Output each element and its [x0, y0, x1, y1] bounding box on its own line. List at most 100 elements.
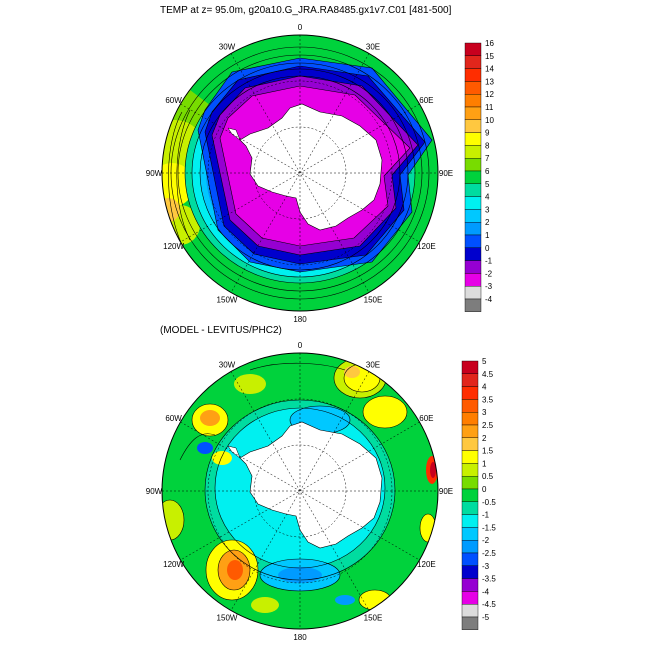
bottom-colorbar-cell — [461, 552, 479, 567]
top-colorbar-cell — [464, 68, 482, 82]
bottom-colorbar-cell — [461, 386, 479, 400]
bottom-colorbar-label: -2 — [482, 536, 490, 545]
bottom-colorbar-cell — [461, 578, 479, 592]
top-lon-label: 150E — [364, 295, 383, 304]
bottom-colorbar-label: 0.5 — [482, 472, 494, 481]
antarctica-top — [239, 103, 383, 231]
bottom-colorbar-cell — [461, 604, 479, 618]
bottom-colorbar-label: 3 — [482, 408, 487, 417]
bottom-colorbar-label: 5 — [482, 357, 487, 366]
bottom-longitude-labels: 0 30E 60E 90E 120E 150E 180 150W 120W 90W 60W 30W — [146, 341, 453, 642]
bottom-lon-label: 90E — [439, 487, 453, 496]
top-lon-label: 60W — [165, 96, 182, 105]
top-colorbar-cell — [464, 234, 482, 249]
bottom-colorbar-label: 0 — [482, 485, 487, 494]
top-colorbar-label: 14 — [485, 65, 494, 74]
top-colorbar-label: -4 — [485, 295, 493, 304]
bottom-lon-label: 120E — [417, 560, 436, 569]
bottom-lon-label: 90W — [146, 487, 163, 496]
bottom-colorbar: 5 4.5 4 3.5 3 2.5 2 1.5 1 0.5 0 -0.5 -1 -1.5 -2 -2.5 -3 -… — [461, 357, 496, 631]
top-colorbar-label: 10 — [485, 116, 494, 125]
top-longitude-labels: 0 30E 60E 90E 120E 150E 180 150W 120W 90W 60W 30W — [146, 23, 453, 324]
top-colorbar-label: 13 — [485, 77, 494, 86]
bottom-colorbar-cell — [461, 514, 479, 528]
top-lon-label: 120W — [163, 242, 184, 251]
bottom-colorbar-cell — [461, 424, 479, 439]
bottom-colorbar-cell — [461, 373, 479, 387]
top-lon-label: 0 — [298, 23, 303, 32]
bottom-colorbar-label: -1.5 — [482, 523, 496, 532]
top-colorbar-label: 1 — [485, 231, 490, 240]
top-colorbar-cell — [464, 157, 482, 172]
top-map-title: TEMP at z= 95.0m, g20a10.G_JRA.RA8485.gx… — [160, 5, 452, 16]
bottom-colorbar-label: 1 — [482, 459, 487, 468]
bottom-colorbar-label: -4.5 — [482, 600, 496, 609]
bottom-colorbar-label: 2 — [482, 434, 487, 443]
top-lon-label: 120E — [417, 242, 436, 251]
top-colorbar-cell — [464, 145, 482, 159]
top-temperature-map — [161, 34, 439, 312]
bottom-colorbar-label: 2.5 — [482, 421, 494, 430]
top-colorbar-label: 12 — [485, 90, 494, 99]
bottom-colorbar-label: -0.5 — [482, 498, 496, 507]
top-lon-label: 150W — [217, 295, 238, 304]
top-colorbar-label: 7 — [485, 154, 490, 163]
bottom-lon-label: 30W — [219, 361, 236, 370]
top-colorbar-cell — [464, 132, 482, 146]
top-colorbar-cell — [464, 209, 482, 223]
top-lon-label: 90W — [146, 169, 163, 178]
top-colorbar-label: 9 — [485, 129, 490, 138]
top-colorbar-label: 0 — [485, 244, 490, 253]
bottom-difference-map — [161, 352, 439, 630]
bottom-map-title: (MODEL - LEVITUS/PHC2) — [160, 325, 282, 336]
bottom-colorbar-label: -5 — [482, 613, 490, 622]
top-colorbar-label: 4 — [485, 193, 490, 202]
top-colorbar-cell — [464, 42, 482, 57]
bottom-colorbar-cell — [461, 412, 479, 426]
bottom-colorbar-cell — [461, 476, 479, 490]
bottom-colorbar-label: -3 — [482, 562, 490, 571]
top-colorbar-cell — [464, 81, 482, 95]
top-colorbar-cell — [464, 93, 482, 108]
bottom-lon-label: 150E — [364, 613, 383, 622]
top-colorbar-label: 15 — [485, 52, 494, 61]
bottom-colorbar-cell — [461, 360, 479, 375]
bottom-lon-label: 30E — [366, 361, 380, 370]
bottom-lon-label: 60E — [419, 414, 433, 423]
bottom-lon-label: 180 — [293, 633, 307, 642]
bottom-lon-label: 120W — [163, 560, 184, 569]
bottom-colorbar-cell — [461, 565, 479, 579]
bottom-colorbar-label: -1 — [482, 511, 490, 520]
bottom-colorbar-cell — [461, 540, 479, 554]
bottom-colorbar-cell — [461, 616, 479, 631]
top-colorbar-label: -3 — [485, 282, 493, 291]
bottom-colorbar-cell — [461, 437, 479, 451]
bottom-colorbar-cell — [461, 488, 479, 503]
bottom-lon-label: 0 — [298, 341, 303, 350]
top-lon-label: 90E — [439, 169, 453, 178]
bottom-colorbar-label: -2.5 — [482, 549, 496, 558]
top-colorbar-cell — [464, 119, 482, 133]
top-colorbar-cell — [464, 55, 482, 69]
top-colorbar-label: 11 — [485, 103, 494, 112]
bottom-colorbar-cell — [461, 527, 479, 541]
antarctica-bottom — [239, 421, 383, 549]
top-colorbar-cell — [464, 183, 482, 197]
top-colorbar-label: 16 — [485, 39, 494, 48]
top-colorbar-cell — [464, 221, 482, 236]
top-colorbar-label: -1 — [485, 257, 493, 266]
bottom-colorbar-label: 4 — [482, 383, 487, 392]
top-colorbar-label: 6 — [485, 167, 490, 176]
top-colorbar-label: 5 — [485, 180, 490, 189]
bottom-colorbar-cell — [461, 591, 479, 605]
top-colorbar-cell — [464, 196, 482, 210]
bottom-lon-label: 60W — [165, 414, 182, 423]
top-colorbar-cell — [464, 170, 482, 185]
top-colorbar-cell — [464, 286, 482, 300]
top-colorbar-label: -2 — [485, 269, 493, 278]
top-lon-label: 60E — [419, 96, 433, 105]
bottom-colorbar-label: -3.5 — [482, 575, 496, 584]
top-colorbar-cell — [464, 298, 482, 313]
bottom-colorbar-label: 3.5 — [482, 395, 494, 404]
